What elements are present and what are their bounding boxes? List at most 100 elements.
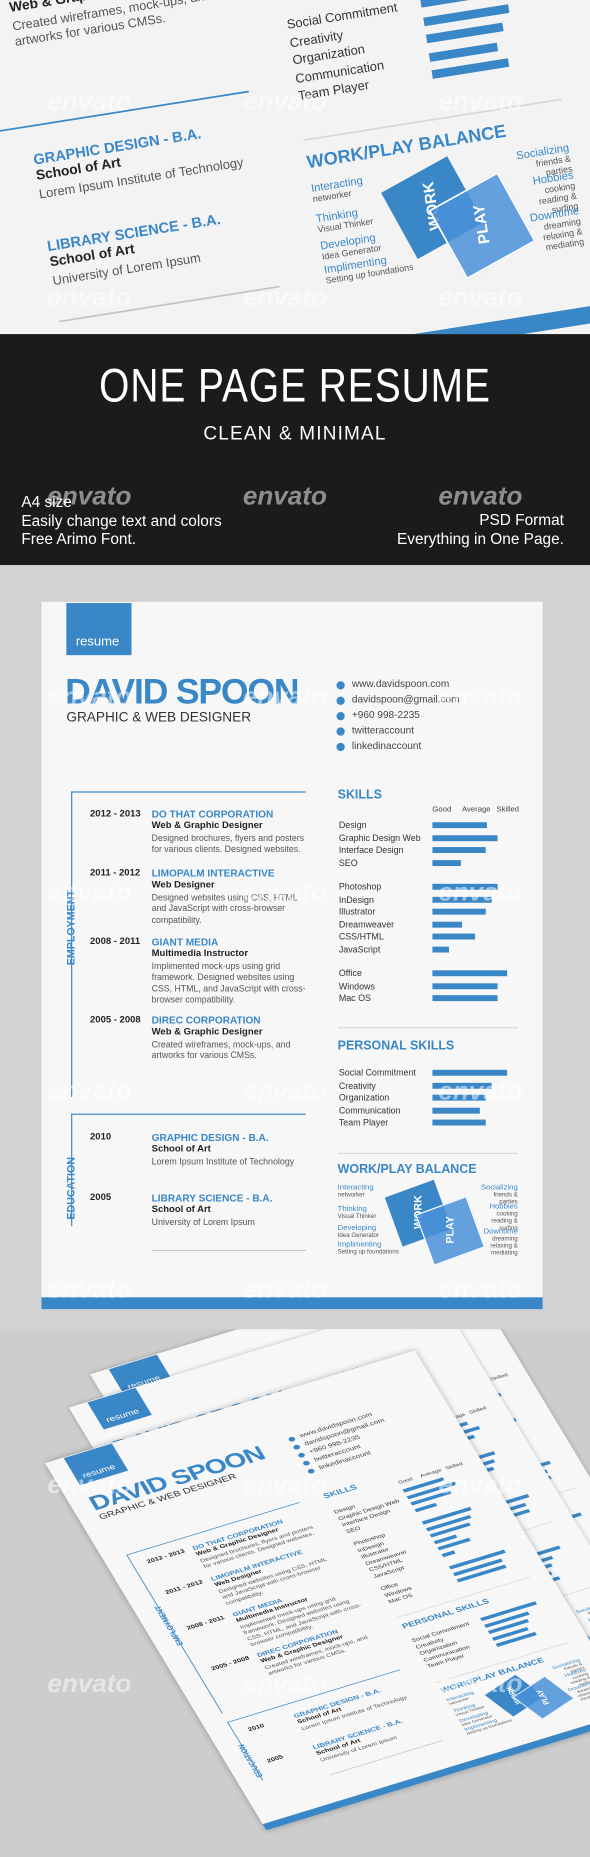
play-text: PLAY bbox=[469, 203, 494, 246]
bottom-bar bbox=[41, 1297, 543, 1310]
contact-text: davidspoon@gmail.com bbox=[351, 693, 460, 705]
watermark: envato bbox=[242, 681, 327, 711]
watermark: envato bbox=[47, 481, 132, 511]
contact-icon bbox=[336, 712, 345, 721]
skill-name: Mac OS bbox=[338, 992, 371, 1004]
balance-name: Socializing bbox=[480, 1183, 518, 1192]
skill-bar bbox=[432, 1069, 508, 1076]
balance-note: Idea Generator bbox=[337, 1232, 380, 1240]
job-desc: Designed brochures, flyers and posters f… bbox=[151, 832, 304, 855]
play-text: PLAY bbox=[443, 1216, 456, 1244]
skill-bar bbox=[432, 896, 492, 903]
watermark: envato bbox=[47, 1273, 132, 1304]
banner-title: ONE PAGE RESUME bbox=[99, 360, 491, 413]
contact-text: +960 998-2235 bbox=[351, 708, 420, 721]
skill-name: Office bbox=[338, 967, 362, 979]
feature: A4 size bbox=[21, 492, 72, 511]
job-desc: Designed websites using CSS, HTML and Ja… bbox=[151, 892, 298, 926]
feature: PSD Format bbox=[479, 510, 564, 529]
job-title: Web & Graphic Designer bbox=[151, 819, 263, 831]
job-years: 2012 - 2013 bbox=[145, 1547, 187, 1565]
edu-school: School of Art bbox=[151, 1203, 211, 1215]
skill-scale: Average bbox=[462, 805, 491, 814]
skill-bar bbox=[432, 946, 449, 952]
job-years: 2011 - 2012 bbox=[163, 1578, 205, 1596]
watermark: envato bbox=[242, 1273, 327, 1304]
balance-note: networker bbox=[337, 1191, 365, 1199]
skill-bar bbox=[432, 883, 498, 890]
watermark: envato bbox=[242, 281, 327, 312]
skill-name: Illustrator bbox=[338, 906, 376, 917]
contact-text: twitteraccount bbox=[351, 723, 415, 736]
resume-tag-text: resume bbox=[75, 635, 120, 650]
edu-degree: LIBRARY SCIENCE - B.A. bbox=[151, 1191, 273, 1204]
watermark: envato bbox=[242, 1075, 327, 1106]
skill-bar bbox=[432, 822, 488, 829]
balance-note: cooking reading & surfing bbox=[491, 1210, 518, 1233]
bracket-line bbox=[71, 1113, 306, 1115]
skill-name: Communication bbox=[338, 1104, 401, 1116]
job-company: DIREC CORPORATION bbox=[151, 1014, 261, 1026]
skill-name: Creativity bbox=[338, 1079, 376, 1091]
contact-icon bbox=[336, 681, 345, 690]
job-title: Web & Graphic Designer bbox=[151, 1025, 263, 1037]
edu-place: Lorem Ipsum Institute of Technology bbox=[151, 1156, 295, 1167]
skill-name: Social Commitment bbox=[338, 1067, 416, 1079]
watermark: envato bbox=[438, 681, 523, 711]
resume-tag: resume bbox=[87, 1387, 152, 1430]
skill-bar bbox=[420, 0, 530, 8]
skill-name: Design bbox=[338, 819, 367, 831]
skill-bar bbox=[432, 1094, 486, 1101]
skill-bar bbox=[425, 22, 503, 44]
balance-name: Downtime bbox=[483, 1227, 518, 1236]
skill-bar bbox=[423, 3, 509, 26]
contact-icon bbox=[287, 1436, 297, 1443]
skills-title: SKILLS bbox=[337, 787, 382, 803]
divider bbox=[151, 1249, 306, 1252]
skill-bar bbox=[432, 1119, 486, 1126]
skill-bar bbox=[432, 834, 498, 841]
skill-bar bbox=[432, 847, 486, 854]
watermark: envato bbox=[47, 1668, 132, 1698]
balance-note: Visual Thinker bbox=[337, 1213, 377, 1221]
watermark: envato bbox=[438, 281, 523, 312]
skill-name: Graphic Design Web bbox=[338, 832, 421, 843]
edu-year: 2005 bbox=[265, 1753, 285, 1764]
skill-bar bbox=[432, 982, 498, 989]
watermark: envato bbox=[47, 681, 132, 711]
resume-role: GRAPHIC & WEB DESIGNER bbox=[66, 710, 252, 726]
watermark: envato bbox=[438, 86, 523, 117]
skill-name: Social Commitment bbox=[285, 0, 399, 33]
contact-icon bbox=[336, 696, 345, 705]
watermark: envato bbox=[242, 876, 327, 907]
bottom-bar bbox=[262, 1711, 590, 1831]
play-text: PLAY bbox=[534, 1688, 552, 1706]
skill-bar bbox=[431, 58, 509, 79]
bracket-line bbox=[71, 791, 73, 1098]
skill-name: Interface Design bbox=[338, 844, 404, 856]
skill-scale: Skilled bbox=[468, 1405, 488, 1416]
contact-icon bbox=[336, 727, 345, 736]
job-company: GIANT MEDIA bbox=[151, 935, 219, 948]
banner: ONE PAGE RESUME CLEAN & MINIMAL A4 size E… bbox=[0, 334, 590, 566]
skill-name: Team Player bbox=[338, 1117, 389, 1128]
features-left: A4 size Easily change text and colors Free… bbox=[21, 493, 221, 548]
edu-school: School of Art bbox=[151, 1143, 211, 1154]
contact-icon bbox=[302, 1460, 311, 1467]
contact-icon bbox=[336, 742, 345, 752]
bracket-line bbox=[71, 791, 306, 793]
contact-text: linkedinaccount bbox=[351, 739, 422, 752]
balance-note: friends & parties bbox=[493, 1191, 518, 1207]
banner-subtitle: CLEAN & MINIMAL bbox=[203, 424, 387, 445]
skill-bar bbox=[432, 859, 461, 866]
watermark: envato bbox=[438, 1668, 523, 1698]
divider bbox=[337, 1027, 518, 1029]
job-desc: Implimented mock-ups using grid framewor… bbox=[151, 960, 306, 1005]
skill-bar bbox=[432, 995, 498, 1002]
skill-name: Photoshop bbox=[338, 881, 382, 893]
watermark: envato bbox=[47, 281, 132, 312]
